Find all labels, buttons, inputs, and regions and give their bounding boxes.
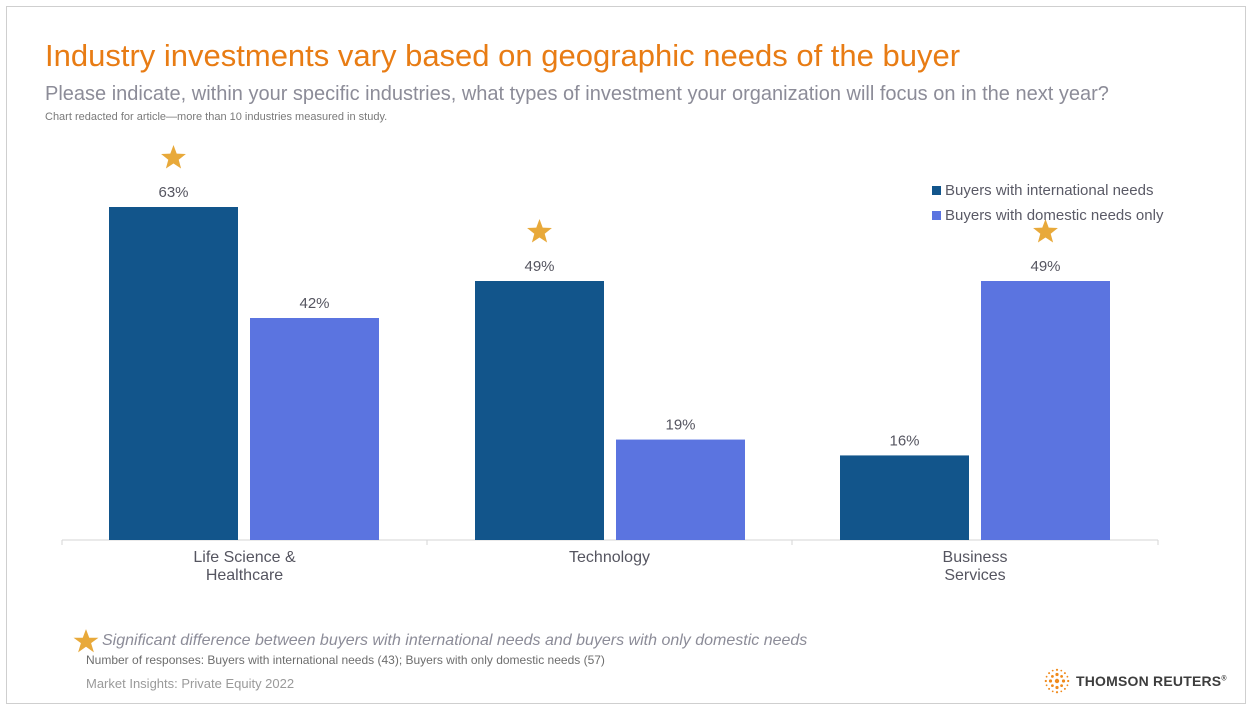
brand-logo: THOMSON REUTERS® (1044, 668, 1227, 694)
legend-label-international: Buyers with international needs (945, 182, 1154, 199)
significance-note: Significant difference between buyers wi… (72, 628, 807, 654)
chart-subtitle: Please indicate, within your specific in… (45, 83, 1109, 105)
chart-legend: Buyers with international needs Buyers w… (932, 178, 1163, 228)
category-label-line: Technology (569, 549, 650, 566)
bar-international-2 (840, 455, 969, 540)
brand-name-text: THOMSON REUTERS (1076, 673, 1222, 689)
significance-text: Significant difference between buyers wi… (102, 632, 808, 649)
data-label: 42% (299, 295, 329, 312)
data-label: 63% (158, 184, 188, 201)
significance-star-icon (1033, 219, 1058, 243)
category-label: Technology (569, 549, 650, 566)
brand-registered-mark: ® (1221, 675, 1227, 683)
category-label: Life Science & Healthcare (193, 549, 296, 584)
significance-star-icon (527, 219, 552, 243)
legend-swatch-international (932, 186, 941, 195)
legend-label-domestic: Buyers with domestic needs only (945, 207, 1164, 224)
bar-domestic-1 (616, 439, 745, 540)
brand-name: THOMSON REUTERS® (1076, 673, 1227, 689)
category-label: Business Services (943, 549, 1008, 584)
category-label-line: Life Science & (193, 549, 296, 566)
bar-domestic-0 (250, 318, 379, 540)
significance-star-icon (161, 145, 186, 169)
data-label: 16% (889, 432, 919, 449)
data-label: 19% (665, 417, 695, 434)
legend-swatch-domestic (932, 211, 941, 220)
legend-item-domestic: Buyers with domestic needs only (932, 203, 1163, 228)
redaction-note: Chart redacted for article—more than 10 … (45, 111, 388, 123)
category-label-line: Healthcare (206, 567, 283, 584)
category-label-line: Business (943, 549, 1008, 566)
star-icon (73, 629, 99, 653)
thomson-reuters-logo-icon (1044, 668, 1070, 694)
data-label: 49% (1030, 258, 1060, 275)
data-label: 49% (524, 258, 554, 275)
source-note: Market Insights: Private Equity 2022 (86, 676, 295, 691)
bar-domestic-2 (981, 281, 1110, 540)
responses-note: Number of responses: Buyers with interna… (86, 653, 605, 667)
chart-title: Industry investments vary based on geogr… (45, 38, 961, 73)
bar-international-1 (475, 281, 604, 540)
category-label-line: Services (944, 567, 1005, 584)
legend-item-international: Buyers with international needs (932, 178, 1163, 203)
bar-international-0 (109, 207, 238, 540)
